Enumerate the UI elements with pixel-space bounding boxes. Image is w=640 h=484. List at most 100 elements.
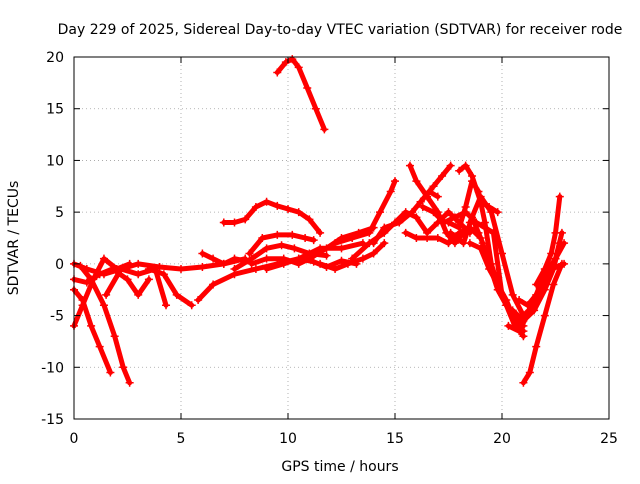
data-point xyxy=(82,278,91,287)
data-point xyxy=(331,239,340,248)
data-point xyxy=(474,228,483,237)
series-group xyxy=(70,55,569,387)
data-point xyxy=(412,177,421,186)
data-point xyxy=(309,257,318,266)
data-point xyxy=(209,254,218,263)
data-point xyxy=(395,218,404,227)
y-axis-label: SDTVAR / TECUs xyxy=(6,181,22,296)
data-point xyxy=(99,254,108,263)
data-point xyxy=(391,177,399,186)
data-point xyxy=(134,259,143,268)
data-point xyxy=(405,161,414,170)
data-point xyxy=(498,249,506,258)
data-point xyxy=(251,265,260,274)
data-point xyxy=(551,228,560,237)
data-point xyxy=(294,254,303,263)
data-point xyxy=(316,228,325,237)
data-point xyxy=(309,236,318,245)
data-point xyxy=(504,321,513,330)
data-point xyxy=(322,251,331,260)
data-point xyxy=(532,290,541,299)
data-point xyxy=(159,270,168,279)
data-series-s04 xyxy=(77,263,133,386)
data-point xyxy=(262,244,271,253)
data-point xyxy=(540,285,549,294)
data-point xyxy=(560,239,569,248)
data-point xyxy=(444,218,453,227)
data-point xyxy=(106,368,115,377)
data-point xyxy=(433,192,442,201)
data-point xyxy=(247,259,256,268)
data-point xyxy=(369,249,378,258)
data-point xyxy=(337,256,346,265)
data-point xyxy=(455,166,464,175)
data-point xyxy=(429,182,438,191)
data-point xyxy=(290,244,299,253)
x-tick-label: 5 xyxy=(177,431,186,447)
data-point xyxy=(172,290,181,299)
data-point xyxy=(461,161,470,170)
data-point xyxy=(87,275,96,284)
data-point xyxy=(155,262,164,271)
plot-frame xyxy=(73,56,610,420)
data-point xyxy=(144,275,153,284)
data-point xyxy=(508,306,517,315)
data-point xyxy=(525,306,534,315)
data-point xyxy=(82,265,91,274)
data-point xyxy=(162,301,171,310)
data-point xyxy=(476,244,485,253)
data-point xyxy=(508,290,517,299)
chart-title: Day 229 of 2025, Sidereal Day-to-day VTE… xyxy=(58,22,623,38)
x-tick-label: 15 xyxy=(386,431,404,447)
data-point xyxy=(262,197,271,206)
data-point xyxy=(311,104,320,113)
data-point xyxy=(230,218,239,227)
data-point xyxy=(284,205,292,214)
x-tick-label: 25 xyxy=(600,431,618,447)
data-point xyxy=(110,332,119,341)
data-point xyxy=(123,275,132,284)
data-point xyxy=(125,378,134,387)
data-point xyxy=(294,208,303,217)
data-series-s16 xyxy=(317,240,387,272)
data-point xyxy=(532,280,541,289)
y-tick-label: 5 xyxy=(55,205,64,221)
data-point xyxy=(288,55,297,64)
data-point xyxy=(380,239,389,248)
data-point xyxy=(337,244,346,253)
data-point xyxy=(251,202,260,211)
data-point xyxy=(549,280,558,289)
data-point xyxy=(423,234,432,242)
data-point xyxy=(476,192,485,201)
data-series-s31 xyxy=(516,240,567,308)
data-point xyxy=(288,230,297,239)
data-point xyxy=(198,249,207,258)
data-point xyxy=(523,301,532,310)
x-tick-label: 20 xyxy=(493,431,511,447)
data-point xyxy=(446,161,455,170)
data-point xyxy=(408,208,417,217)
data-series-s32 xyxy=(520,261,565,386)
data-point xyxy=(478,239,487,248)
data-point xyxy=(502,296,511,305)
data-point xyxy=(281,58,290,67)
data-point xyxy=(78,301,87,310)
data-point xyxy=(487,208,496,217)
data-point xyxy=(369,239,378,248)
data-point xyxy=(262,254,271,263)
data-point xyxy=(134,290,143,299)
data-point xyxy=(279,259,288,268)
y-tick-label: 10 xyxy=(46,153,64,169)
data-point xyxy=(465,218,474,227)
data-point xyxy=(322,244,331,253)
data-point xyxy=(177,265,185,274)
grid xyxy=(74,57,609,419)
data-point xyxy=(230,254,239,263)
data-point xyxy=(412,213,421,222)
data-point xyxy=(540,265,549,274)
data-point xyxy=(547,249,556,258)
data-point xyxy=(515,296,524,305)
data-point xyxy=(316,259,325,268)
